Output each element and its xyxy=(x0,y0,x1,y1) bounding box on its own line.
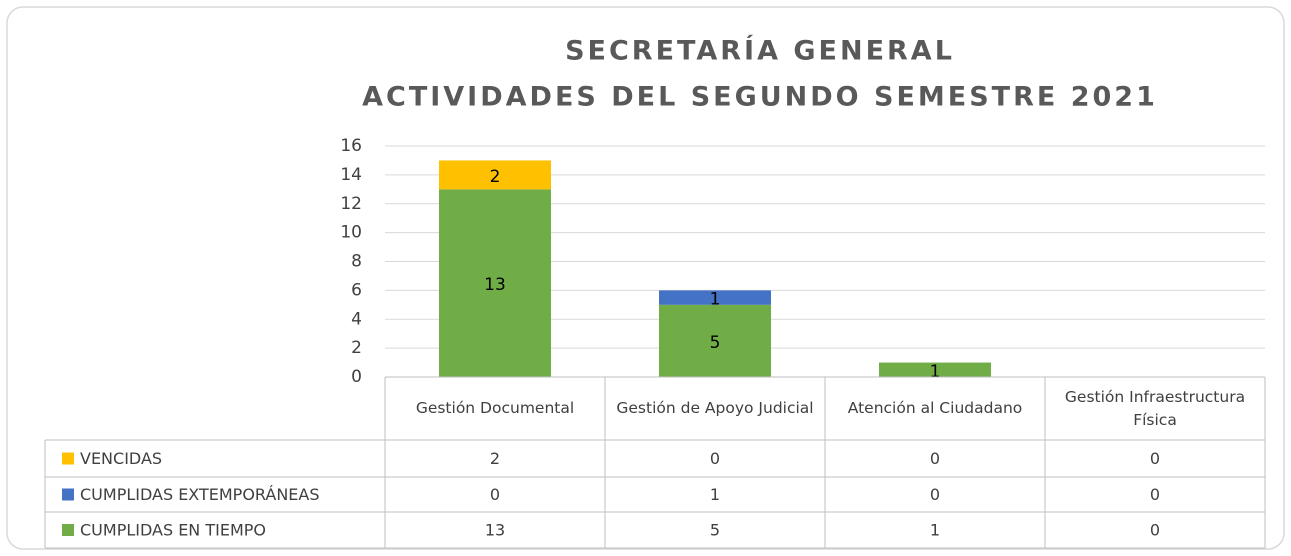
chart-title: SECRETARÍA GENERAL xyxy=(565,35,955,67)
table-cell: 0 xyxy=(490,485,500,504)
x-tick-label: Gestión Documental xyxy=(415,399,575,418)
legend-key xyxy=(62,452,74,465)
y-tick-label: 2 xyxy=(351,338,362,358)
y-tick-label: 14 xyxy=(340,165,362,185)
y-tick-label: 16 xyxy=(340,136,362,156)
table-cell: 0 xyxy=(710,449,720,468)
x-tick-label-box: Atención al Ciudadano xyxy=(847,399,1023,418)
bar-segment xyxy=(659,304,771,377)
table-cell: 2 xyxy=(490,449,500,468)
legend-label: VENCIDAS xyxy=(80,449,162,468)
table-cell: 5 xyxy=(710,521,720,540)
y-tick-label: 10 xyxy=(340,223,362,243)
x-tick-label-box: Gestión Documental xyxy=(415,399,575,418)
legend-label: CUMPLIDAS EN TIEMPO xyxy=(80,521,266,540)
table-cell: 0 xyxy=(1150,521,1160,540)
data-label: 5 xyxy=(710,333,721,353)
bar-segment xyxy=(439,160,551,190)
chart-title: ACTIVIDADES DEL SEGUNDO SEMESTRE 2021 xyxy=(362,82,1158,113)
y-tick-label: 12 xyxy=(340,194,362,214)
legend-key xyxy=(62,488,74,501)
bar-segment xyxy=(659,290,771,305)
x-tick-label: Gestión de Apoyo Judicial xyxy=(616,399,814,418)
x-tick-label-box: Gestión de Apoyo Judicial xyxy=(616,399,814,418)
x-tick-label-box: Gestión Infraestructura Física xyxy=(1064,388,1246,429)
y-tick-label: 6 xyxy=(351,280,362,300)
data-label: 2 xyxy=(490,167,501,187)
table-cell: 0 xyxy=(1150,449,1160,468)
table-cell: 1 xyxy=(710,485,720,504)
table-cell: 13 xyxy=(485,521,505,540)
bar-segment xyxy=(439,189,551,377)
data-label: 1 xyxy=(930,362,941,382)
data-label: 1 xyxy=(710,290,721,310)
legend-key xyxy=(62,524,74,536)
table-cell: 0 xyxy=(1150,485,1160,504)
bar-segment xyxy=(879,362,991,377)
table-cell: 0 xyxy=(930,485,940,504)
legend-label: CUMPLIDAS EXTEMPORÁNEAS xyxy=(80,485,320,504)
data-label: 13 xyxy=(484,275,506,295)
table-cell: 0 xyxy=(930,449,940,468)
table-cell: 1 xyxy=(930,521,940,540)
y-tick-label: 0 xyxy=(351,367,362,387)
x-tick-label: Gestión Infraestructura Física xyxy=(1064,388,1246,429)
y-tick-label: 8 xyxy=(351,252,362,272)
x-tick-label: Atención al Ciudadano xyxy=(847,399,1023,418)
y-tick-label: 4 xyxy=(351,309,362,329)
chart-frame xyxy=(6,6,1285,550)
